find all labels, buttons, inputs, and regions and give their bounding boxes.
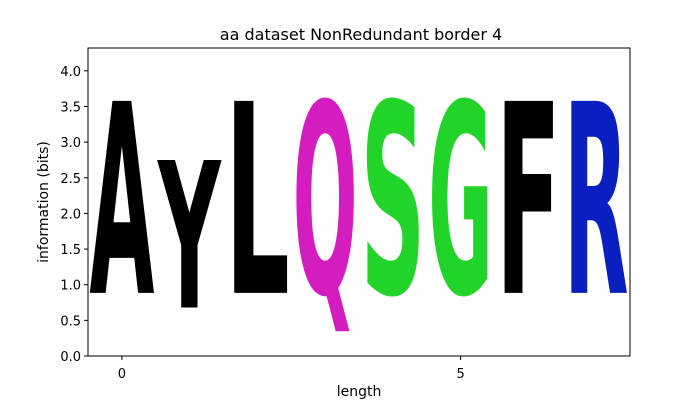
y-tick-label: 2.0 <box>60 207 81 222</box>
y-tick-label: 1.0 <box>60 279 81 294</box>
y-tick-label: 3.0 <box>60 136 81 151</box>
y-tick-label: 2.5 <box>60 172 81 187</box>
logo-letter-f: F <box>496 48 561 355</box>
chart-title: aa dataset NonRedundant border 4 <box>220 25 502 44</box>
plot-frame <box>87 47 631 357</box>
y-tick-label: 3.5 <box>60 100 81 115</box>
y-tick-label: 4.0 <box>60 65 81 80</box>
logo-letter-a: A <box>89 50 154 356</box>
x-tick-label: 5 <box>456 367 464 382</box>
logo-letter-l: L <box>225 50 290 356</box>
y-tick-label: 0.0 <box>60 350 81 365</box>
logo-letter-s: S <box>360 49 425 355</box>
y-axis: 0.0 0.5 1.0 1.5 2.0 2.5 3.0 3.5 4.0 <box>60 65 88 365</box>
x-axis-label: length <box>337 384 382 400</box>
y-axis-label: information (bits) <box>36 141 52 263</box>
logo-letter-y: Y <box>157 120 222 355</box>
logo-letter-r: R <box>564 50 629 356</box>
y-tick-label: 0.5 <box>60 314 81 329</box>
x-tick-label: 0 <box>118 367 126 382</box>
y-tick-label: 1.5 <box>60 243 81 258</box>
logo-letter-g: G <box>428 49 493 355</box>
logo-letter-q: Q <box>293 48 358 355</box>
